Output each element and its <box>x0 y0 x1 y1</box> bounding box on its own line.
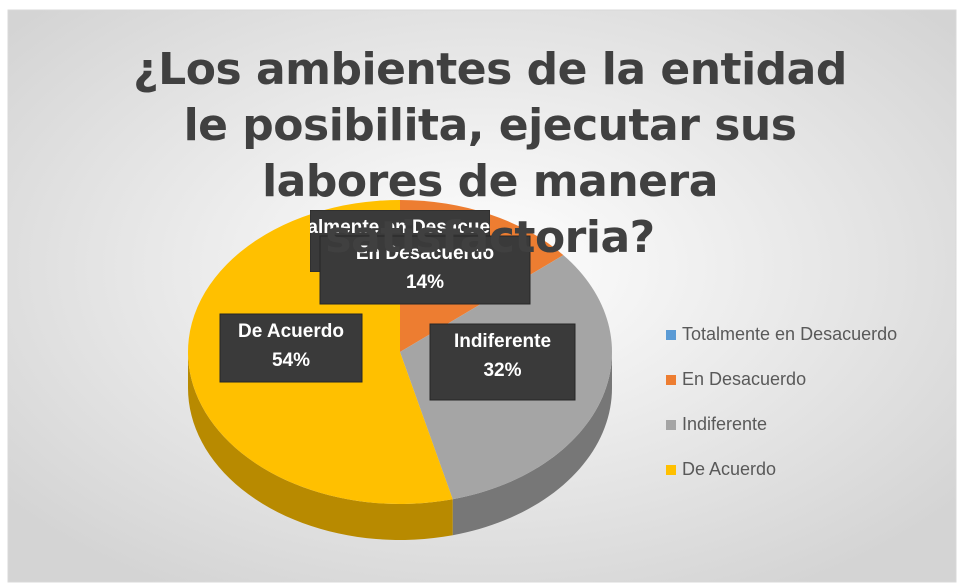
data-label-value: 32% <box>483 360 521 381</box>
data-label-box <box>429 323 576 401</box>
pie-side <box>452 352 612 536</box>
pie-side <box>188 352 453 540</box>
legend-label: Indiferente <box>682 414 767 434</box>
data-label: En Desacuerdo 14% <box>319 235 531 305</box>
data-label-category: En Desacuerdo <box>356 243 494 264</box>
legend-label: Totalmente en Desacuerdo <box>682 324 897 344</box>
data-label-category: De Acuerdo <box>238 321 344 342</box>
legend-swatch <box>666 420 676 430</box>
data-label: Indiferente 32% <box>429 323 576 401</box>
data-label-value: 14% <box>406 272 444 293</box>
legend-swatch <box>666 375 676 385</box>
data-label-category: Totalmente en Desacuerdo <box>279 217 520 238</box>
data-label-category: Indiferente <box>454 331 551 352</box>
legend-swatch <box>666 330 676 340</box>
data-label: De Acuerdo 54% <box>219 313 363 383</box>
legend-label: De Acuerdo <box>682 459 776 479</box>
legend-label: En Desacuerdo <box>682 369 806 389</box>
data-label-value: 54% <box>272 350 310 371</box>
data-label-box <box>319 235 531 305</box>
legend-swatch <box>666 465 676 475</box>
chart-title: ¿Los ambientes de la entidad le posibili… <box>133 44 847 263</box>
data-label-box <box>219 313 363 383</box>
